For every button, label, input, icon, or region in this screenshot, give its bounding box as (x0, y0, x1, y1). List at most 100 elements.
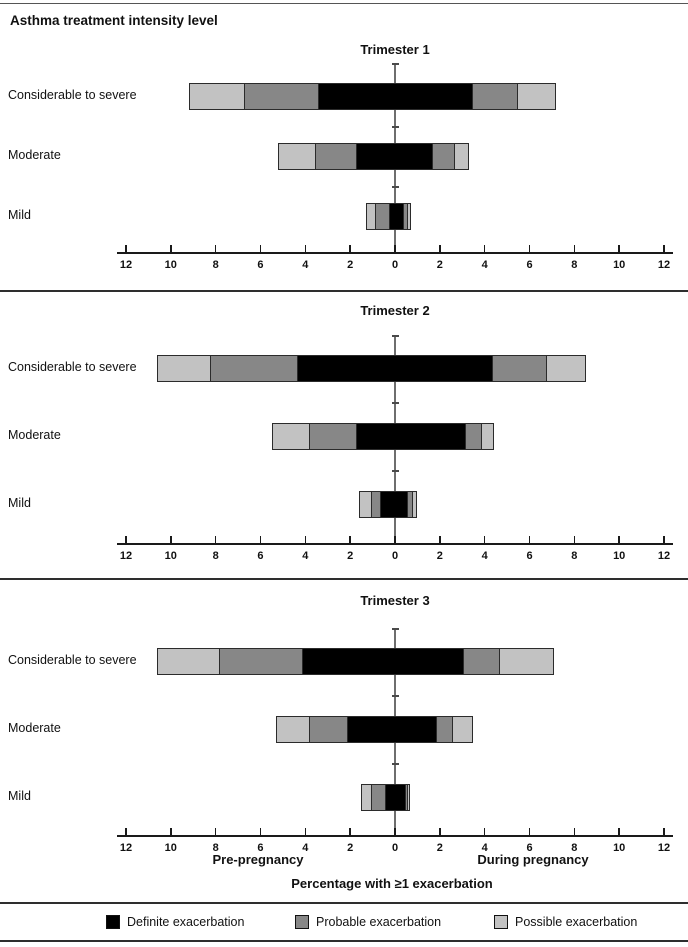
stacked-bar (271, 422, 494, 450)
definite-segment (355, 423, 466, 449)
x-axis-tick (573, 245, 576, 252)
x-axis-tick (125, 536, 127, 543)
x-axis-tick (394, 828, 396, 835)
category-label: Mild (8, 208, 31, 222)
category-axis-tick (391, 763, 399, 765)
stacked-bar (157, 647, 555, 675)
x-axis-tick-label: 4 (481, 842, 488, 854)
x-axis-tick-label: 2 (436, 259, 443, 271)
legend-item: Probable exacerbation (295, 915, 441, 929)
panel-title: Trimester 2 (360, 303, 430, 318)
x-axis-tick-label: 2 (347, 550, 354, 562)
x-axis-tick-label: 8 (571, 842, 578, 854)
x-axis-tick-label: 8 (212, 550, 219, 562)
possible-during-segment (407, 203, 410, 229)
possible-pre-segment (366, 203, 375, 229)
definite-segment (297, 355, 493, 381)
x-axis-tick-label: 10 (613, 842, 626, 854)
x-axis-tick-label: 10 (613, 259, 626, 271)
probable-during-segment (463, 648, 500, 674)
stacked-bar (157, 354, 586, 382)
legend-item-label: Probable exacerbation (316, 915, 442, 929)
probable-during-segment (492, 355, 547, 381)
probable-pre-segment (371, 491, 381, 517)
probable-swatch-icon (295, 915, 309, 929)
definite-segment (389, 203, 403, 229)
x-axis-tick-label: 6 (526, 842, 533, 854)
x-axis-tick (349, 536, 351, 543)
x-axis-tick-label: 0 (391, 550, 399, 562)
x-axis-tick (663, 536, 665, 543)
x-axis-tick (304, 828, 307, 835)
x-axis-tick-label: 10 (164, 550, 177, 562)
possible-pre-segment (158, 355, 210, 381)
probable-during-segment (436, 716, 453, 742)
category-label: Considerable to severe (8, 360, 137, 374)
stacked-bar (359, 490, 418, 518)
x-axis-tick (170, 536, 172, 543)
category-label: Moderate (8, 148, 61, 162)
possible-during-segment (452, 716, 473, 742)
x-axis-tick-label: 8 (212, 259, 219, 271)
category-axis-tick (391, 63, 399, 65)
x-axis-tick (483, 536, 486, 543)
category-axis-tick (391, 470, 399, 472)
probable-during-segment (404, 784, 408, 810)
possible-during-segment (454, 143, 468, 169)
category-axis-tick (391, 695, 399, 697)
probable-during-segment (402, 203, 408, 229)
x-axis-tick-label: 0 (391, 259, 399, 271)
panel-title: Trimester 1 (360, 42, 430, 57)
possible-pre-segment (277, 716, 309, 742)
probable-pre-segment (218, 648, 302, 674)
category-axis-tick (391, 186, 399, 188)
category-label: Mild (8, 496, 31, 510)
x-axis-line (116, 543, 673, 545)
x-axis-tick (528, 245, 531, 252)
x-axis-tick-label: 10 (613, 550, 626, 562)
x-axis-tick (214, 828, 217, 835)
x-axis-tick-label: 6 (257, 550, 264, 562)
x-axis-tick-label: 4 (481, 259, 488, 271)
x-axis-tick (170, 245, 172, 252)
category-label: Considerable to severe (8, 653, 137, 667)
x-axis-tick (394, 245, 396, 252)
x-axis-tick (304, 245, 307, 252)
trimester-panel-1: Trimester 1 Considerable to severe Moderat… (0, 8, 688, 284)
x-axis-tick-label: 2 (347, 842, 354, 854)
definite-segment (384, 784, 405, 810)
x-axis-tick-label: 12 (119, 550, 133, 562)
x-axis-tick-label: 10 (164, 259, 177, 271)
x-axis-tick-label: 6 (526, 550, 533, 562)
legend-item: Definite exacerbation (106, 915, 244, 929)
stacked-bar (365, 202, 411, 230)
x-axis-tick-label: 12 (119, 259, 133, 271)
possible-pre-segment (279, 143, 316, 169)
probable-during-segment (472, 83, 518, 109)
x-axis-tick-label: 6 (526, 259, 533, 271)
x-axis-tick-label: 10 (164, 842, 177, 854)
category-axis-tick (391, 402, 399, 404)
trimester-panel-3: Trimester 3 Considerable to severe Moderat… (0, 579, 688, 867)
x-axis-tick (125, 245, 127, 252)
category-axis-tick (391, 126, 399, 128)
stacked-bar (188, 82, 557, 110)
possible-during-segment (546, 355, 585, 381)
legend-item: Possible exacerbation (494, 915, 637, 929)
possible-pre-segment (362, 784, 372, 810)
probable-pre-segment (209, 355, 298, 381)
x-axis-tick (573, 536, 576, 543)
x-axis-tick (259, 245, 262, 252)
probable-pre-segment (243, 83, 318, 109)
x-axis-tick (349, 828, 351, 835)
x-axis-tick (618, 536, 620, 543)
legend: Definite exacerbation Probable exacerbati… (0, 913, 688, 935)
panel-divider-1 (0, 290, 688, 292)
definite-segment (355, 143, 432, 169)
bottom-divider (0, 940, 688, 942)
x-axis-tick-label: 4 (302, 259, 309, 271)
category-label: Moderate (8, 428, 61, 442)
legend-item-label: Possible exacerbation (515, 915, 638, 929)
x-axis-tick (439, 828, 441, 835)
during-pregnancy-label: During pregnancy (477, 852, 589, 867)
